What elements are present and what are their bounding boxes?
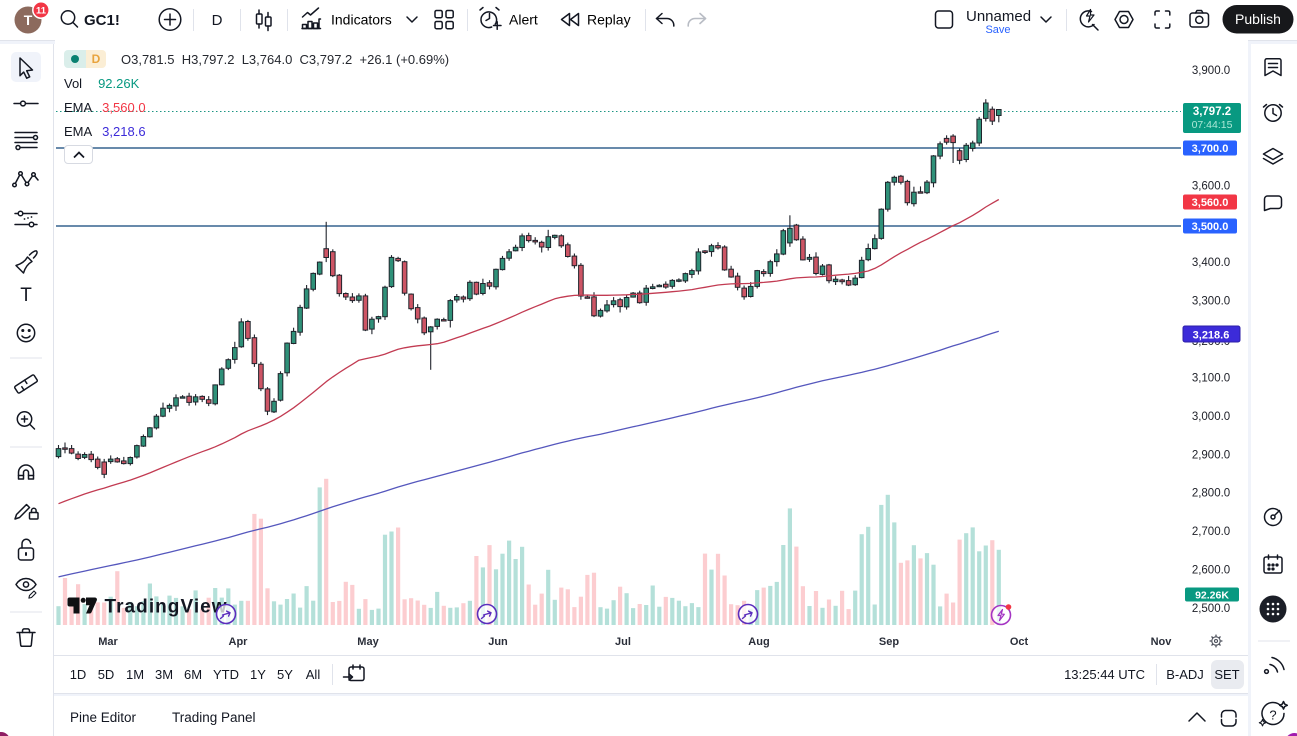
svg-text:May: May (357, 636, 379, 648)
svg-text:2,500.0: 2,500.0 (1192, 603, 1230, 615)
svg-text:Oct: Oct (1010, 636, 1029, 648)
svg-text:Mar: Mar (98, 636, 118, 648)
svg-text:11: 11 (36, 5, 47, 16)
svg-text:Jun: Jun (488, 636, 508, 648)
svg-text:?: ? (1269, 708, 1276, 723)
svg-text:3,100.0: 3,100.0 (1192, 372, 1230, 384)
svg-text:Unnamed: Unnamed (966, 8, 1031, 25)
svg-text:1Y: 1Y (250, 667, 266, 682)
svg-text:3,797.2: 3,797.2 (1193, 106, 1231, 118)
svg-text:3,700.0: 3,700.0 (1192, 143, 1229, 155)
svg-text:1M: 1M (126, 667, 144, 682)
svg-text:Save: Save (985, 24, 1010, 36)
svg-text:3,218.6: 3,218.6 (1193, 330, 1230, 342)
svg-text:13:25:44 UTC: 13:25:44 UTC (1064, 667, 1145, 682)
svg-text:All: All (306, 667, 321, 682)
svg-text:2,800.0: 2,800.0 (1192, 488, 1230, 500)
svg-text:Alert: Alert (509, 12, 538, 28)
svg-text:TradingView: TradingView (105, 597, 228, 618)
svg-text:Indicators: Indicators (331, 12, 392, 28)
svg-text:92.26K: 92.26K (1195, 590, 1229, 602)
svg-text:D: D (212, 12, 223, 29)
svg-text:Replay: Replay (587, 12, 631, 28)
svg-text:3,900.0: 3,900.0 (1192, 65, 1230, 77)
svg-text:3,400.0: 3,400.0 (1192, 257, 1230, 269)
svg-text:Aug: Aug (748, 636, 769, 648)
svg-text:Apr: Apr (229, 636, 249, 648)
svg-text:Jul: Jul (615, 636, 631, 648)
svg-text:6M: 6M (184, 667, 202, 682)
svg-text:Sep: Sep (879, 636, 899, 648)
svg-text:3,000.0: 3,000.0 (1192, 411, 1230, 423)
svg-text:1D: 1D (70, 667, 87, 682)
svg-text:B-ADJ: B-ADJ (1166, 667, 1204, 682)
svg-text:07:44:15: 07:44:15 (1192, 119, 1233, 131)
svg-text:3,560.0: 3,560.0 (1192, 197, 1229, 209)
svg-text:2,900.0: 2,900.0 (1192, 449, 1230, 461)
svg-text:3,300.0: 3,300.0 (1192, 296, 1230, 308)
svg-text:3,500.0: 3,500.0 (1192, 221, 1229, 233)
svg-text:YTD: YTD (213, 667, 239, 682)
svg-text:Nov: Nov (1151, 636, 1173, 648)
svg-text:Publish: Publish (1235, 11, 1281, 27)
svg-text:3M: 3M (155, 667, 173, 682)
svg-text:GC1!: GC1! (84, 12, 120, 29)
svg-text:T: T (20, 285, 32, 306)
svg-text:Trading Panel: Trading Panel (172, 710, 256, 725)
svg-text:2,700.0: 2,700.0 (1192, 526, 1230, 538)
svg-text:5Y: 5Y (277, 667, 293, 682)
svg-text:5D: 5D (98, 667, 115, 682)
svg-text:2,600.0: 2,600.0 (1192, 565, 1230, 577)
svg-text:SET: SET (1214, 667, 1239, 682)
svg-text:T: T (24, 12, 33, 28)
svg-text:3,600.0: 3,600.0 (1192, 180, 1230, 192)
svg-text:Pine Editor: Pine Editor (70, 710, 137, 725)
